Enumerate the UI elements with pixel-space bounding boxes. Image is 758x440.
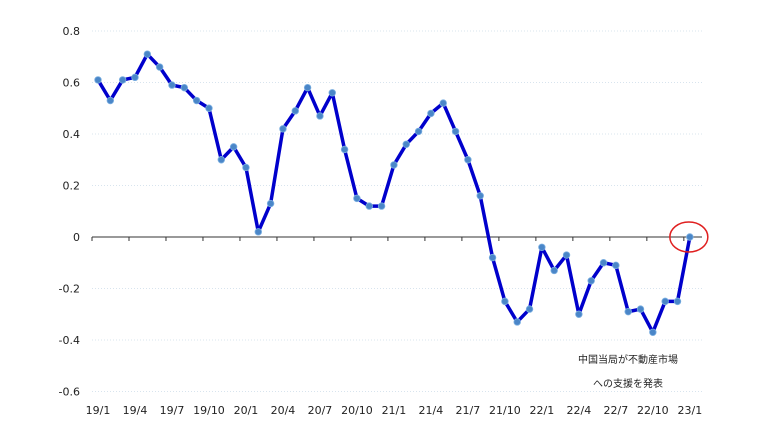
data-point xyxy=(131,73,139,82)
data-point xyxy=(427,109,435,118)
data-point xyxy=(168,81,176,89)
data-point xyxy=(488,253,497,262)
data-point xyxy=(686,233,694,241)
data-point xyxy=(636,305,645,313)
data-point xyxy=(205,104,213,112)
x-tick-label: 22/1 xyxy=(530,404,555,417)
data-point xyxy=(266,199,275,208)
data-point xyxy=(340,145,349,154)
data-point xyxy=(673,297,682,306)
x-tick-label: 21/4 xyxy=(419,404,444,417)
data-point xyxy=(291,107,299,115)
y-tick-label: 0.2 xyxy=(63,180,81,193)
data-point xyxy=(155,63,164,71)
data-point xyxy=(612,261,620,270)
x-tick-label: 21/7 xyxy=(456,404,481,417)
data-point xyxy=(538,243,546,251)
y-axis-ticks: 0.8 0.6 0.4 0.2 0 -0.2 -0.4 -0.6 xyxy=(59,25,80,399)
x-tick-label: 22/4 xyxy=(567,404,592,417)
data-point xyxy=(451,127,460,136)
data-point xyxy=(192,96,201,105)
data-point xyxy=(180,83,189,92)
data-point xyxy=(242,163,250,172)
y-tick-label: -0.6 xyxy=(59,386,80,399)
annotation-line-1: 中国当局が不動産市場 xyxy=(578,353,678,366)
annotation-line-2: への支援を発表 xyxy=(593,377,663,390)
y-tick-label: 0.8 xyxy=(63,25,81,38)
data-point xyxy=(550,266,558,275)
x-tick-label: 21/10 xyxy=(489,404,521,417)
data-point xyxy=(624,307,632,316)
data-point xyxy=(316,112,324,120)
data-point xyxy=(414,127,423,136)
y-tick-label: 0.4 xyxy=(63,128,81,141)
x-tick-label: 23/1 xyxy=(677,404,702,417)
data-point xyxy=(562,251,571,259)
data-point xyxy=(377,202,386,210)
annotation xyxy=(669,221,709,253)
y-tick-label: -0.4 xyxy=(59,334,80,347)
data-point xyxy=(254,228,262,236)
x-tick-label: 19/1 xyxy=(86,404,111,417)
x-tick-label: 19/10 xyxy=(193,404,225,417)
data-point xyxy=(513,318,521,326)
x-tick-label: 22/10 xyxy=(637,404,669,417)
x-tick-label: 20/10 xyxy=(341,404,373,417)
data-point xyxy=(402,140,410,148)
x-tick-label: 21/1 xyxy=(382,404,407,417)
x-tick-label: 20/4 xyxy=(271,404,296,417)
data-point xyxy=(599,259,608,267)
series xyxy=(94,50,694,336)
data-point xyxy=(390,161,398,169)
x-tick-label: 22/7 xyxy=(604,404,629,417)
y-tick-label: 0 xyxy=(73,231,80,244)
data-point xyxy=(501,297,509,306)
data-point xyxy=(464,156,472,164)
data-point xyxy=(439,99,447,107)
data-point xyxy=(575,310,583,318)
data-point xyxy=(476,192,484,200)
data-point xyxy=(328,89,336,97)
data-point xyxy=(217,156,225,164)
y-tick-label: 0.6 xyxy=(63,77,81,90)
data-point xyxy=(279,125,287,133)
x-tick-label: 19/4 xyxy=(123,404,148,417)
data-point xyxy=(353,194,361,203)
data-point xyxy=(106,96,115,105)
data-point xyxy=(649,328,657,336)
data-point xyxy=(118,76,127,84)
data-point xyxy=(94,76,102,84)
x-axis-ticks: 19/1 19/4 19/7 19/10 20/1 20/4 20/7 20/10 21/1 21… xyxy=(86,237,702,417)
series-line xyxy=(96,52,692,335)
data-point xyxy=(303,83,312,92)
x-tick-label: 20/1 xyxy=(234,404,259,417)
data-point xyxy=(365,202,373,210)
x-tick-label: 19/7 xyxy=(160,404,185,417)
y-tick-label: -0.2 xyxy=(59,283,80,296)
x-tick-label: 20/7 xyxy=(308,404,333,417)
data-point xyxy=(229,143,238,151)
data-point xyxy=(525,305,534,313)
data-point xyxy=(143,50,152,58)
highlight-circle xyxy=(669,221,709,253)
data-point xyxy=(587,277,595,285)
data-point xyxy=(661,297,669,306)
